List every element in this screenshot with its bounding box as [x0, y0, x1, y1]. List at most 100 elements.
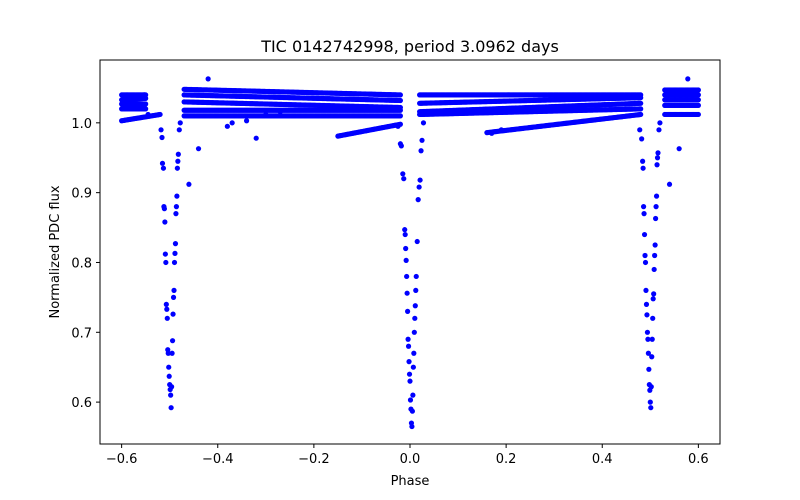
data-point — [405, 336, 411, 342]
x-axis-label: Phase — [391, 474, 430, 489]
data-point — [173, 204, 180, 210]
data-point — [407, 378, 413, 384]
data-point — [640, 165, 646, 171]
data-point — [647, 399, 653, 405]
data-point — [171, 259, 178, 266]
data-point — [645, 350, 651, 356]
data-point — [229, 120, 235, 126]
data-point — [412, 303, 418, 309]
x-axis-ticks: −0.6 −0.4 −0.2 0.0 0.2 0.4 0.6 — [106, 444, 709, 467]
data-point — [398, 143, 404, 149]
data-point — [205, 76, 211, 82]
data-point — [685, 76, 691, 82]
data-point — [402, 227, 408, 233]
data-point — [402, 231, 408, 238]
data-point — [651, 266, 657, 273]
data-point — [415, 197, 421, 203]
x-tick-label: 0.6 — [688, 452, 709, 467]
data-point — [163, 301, 169, 307]
data-point — [141, 92, 147, 98]
data-point — [403, 257, 409, 263]
data-point — [648, 384, 654, 390]
data-point — [695, 102, 701, 108]
y-tick-label: 0.8 — [71, 256, 92, 271]
data-point — [638, 100, 644, 106]
data-point — [397, 113, 403, 119]
data-point — [168, 405, 174, 411]
data-point — [404, 290, 410, 296]
data-point — [676, 146, 682, 152]
data-point — [160, 165, 167, 171]
data-point — [406, 371, 413, 377]
data-point — [420, 120, 427, 126]
data-point — [177, 120, 183, 126]
data-point — [403, 245, 409, 252]
data-point — [397, 92, 403, 98]
data-point — [171, 287, 177, 293]
data-point — [656, 127, 662, 133]
data-point — [637, 127, 643, 133]
data-point — [243, 118, 250, 124]
data-point — [409, 408, 415, 414]
data-point — [498, 127, 504, 133]
data-point — [645, 336, 651, 342]
data-point — [400, 171, 406, 177]
data-point — [650, 315, 656, 321]
data-point — [666, 181, 673, 187]
data-point — [165, 350, 171, 356]
data-point — [419, 137, 425, 143]
data-point — [397, 97, 403, 104]
data-point — [143, 106, 149, 112]
data-point — [404, 273, 410, 280]
data-point — [639, 136, 645, 142]
y-axis-ticks: 0.6 0.7 0.8 0.9 1.0 — [71, 117, 100, 411]
x-tick-label: −0.6 — [106, 452, 138, 467]
data-point — [174, 165, 180, 171]
data-point — [174, 193, 180, 199]
data-point — [405, 308, 411, 314]
data-point — [159, 134, 165, 141]
data-point — [418, 148, 424, 154]
data-point — [641, 211, 647, 217]
data-point — [651, 291, 657, 297]
data-point — [157, 111, 163, 118]
data-point — [652, 252, 658, 259]
data-point — [413, 273, 419, 280]
data-point — [642, 252, 648, 259]
data-point — [654, 155, 661, 161]
data-point — [644, 312, 650, 318]
data-point — [417, 177, 423, 183]
data-point — [224, 123, 230, 129]
data-point — [175, 151, 181, 157]
data-point — [411, 329, 417, 335]
data-point — [401, 176, 407, 182]
data-point — [657, 120, 663, 126]
data-point — [638, 111, 644, 118]
data-point — [166, 373, 172, 379]
data-point — [397, 107, 403, 113]
data-point — [640, 204, 647, 210]
data-point — [175, 158, 181, 164]
data-point — [652, 242, 658, 248]
data-point — [162, 251, 168, 257]
data-point — [405, 343, 412, 349]
data-point — [163, 259, 169, 266]
data-point — [162, 219, 168, 225]
data-point — [164, 306, 170, 312]
data-point — [135, 95, 142, 101]
data-point — [638, 106, 644, 112]
data-point — [161, 206, 167, 212]
data-point — [170, 311, 176, 317]
x-tick-label: 0.4 — [592, 452, 613, 467]
y-tick-label: 1.0 — [71, 117, 92, 132]
data-point — [172, 241, 179, 247]
data-point — [650, 296, 656, 302]
data-point — [277, 109, 283, 115]
data-point — [409, 423, 415, 430]
data-point — [646, 366, 652, 372]
x-tick-label: −0.2 — [298, 452, 330, 467]
data-point — [166, 364, 172, 370]
data-point — [145, 111, 151, 118]
data-point — [641, 231, 648, 238]
